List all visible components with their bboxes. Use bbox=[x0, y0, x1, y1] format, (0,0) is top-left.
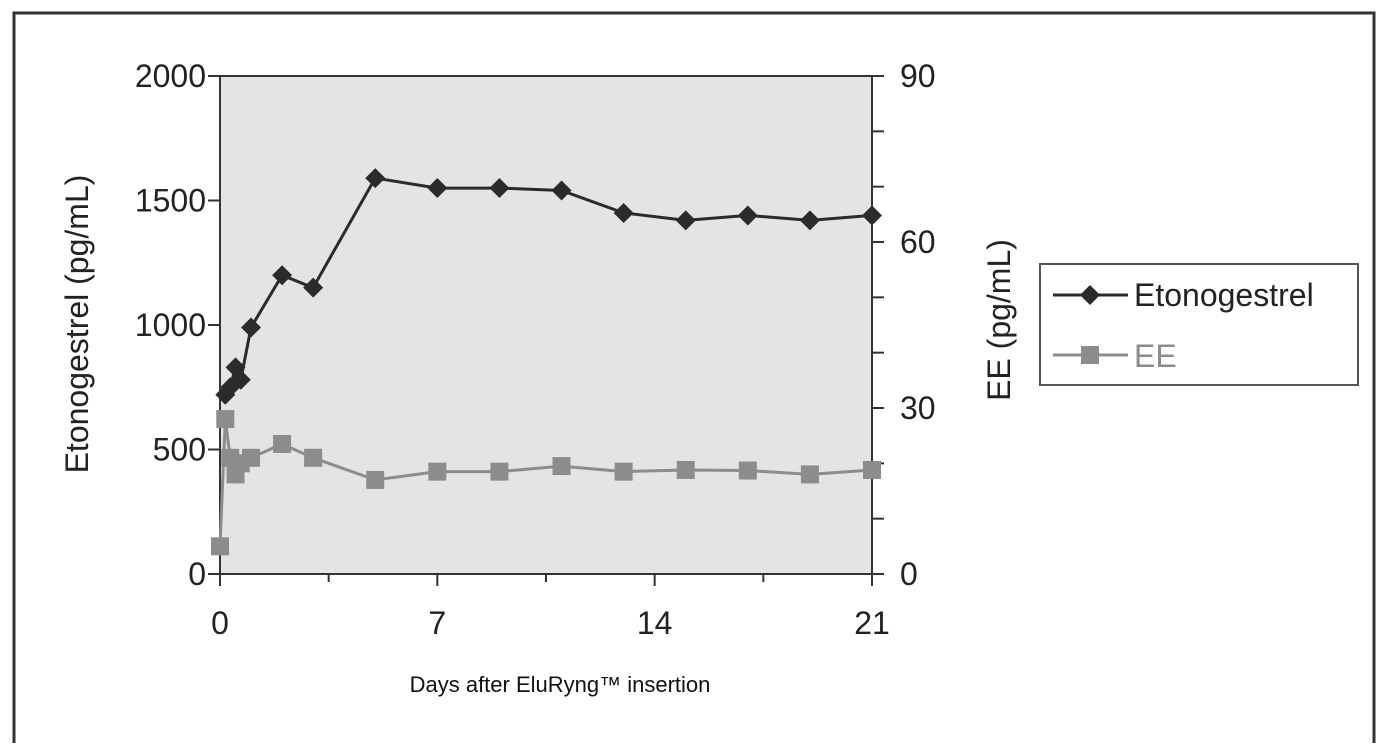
data-point-ee bbox=[304, 448, 323, 467]
x-tick-label: 21 bbox=[854, 605, 890, 641]
data-point-ee bbox=[614, 462, 633, 481]
y-right-tick-label: 30 bbox=[900, 390, 936, 426]
data-point-etonogestrel bbox=[303, 277, 324, 298]
x-tick-label: 0 bbox=[211, 605, 229, 641]
series-layer bbox=[211, 168, 882, 556]
data-point-etonogestrel bbox=[799, 210, 820, 231]
data-point-etonogestrel bbox=[613, 202, 634, 223]
y-right-tick-label: 90 bbox=[900, 58, 936, 94]
data-point-ee bbox=[676, 460, 695, 479]
data-point-etonogestrel bbox=[489, 178, 510, 199]
y-left-tick-label: 2000 bbox=[135, 58, 206, 94]
plot-area bbox=[219, 75, 873, 575]
y-left-tick-label: 1500 bbox=[135, 183, 206, 219]
legend-marker-ee bbox=[1081, 346, 1099, 364]
data-point-ee bbox=[216, 410, 235, 429]
axes-layer: 0 7 14 21 0 500 1000 1500 2000 0 30 60 90 bbox=[135, 58, 936, 641]
data-point-ee bbox=[552, 457, 571, 476]
data-point-etonogestrel bbox=[737, 205, 758, 226]
x-axis-title: Days after EluRyng™ insertion bbox=[410, 672, 711, 697]
data-point-ee bbox=[211, 537, 229, 556]
data-point-etonogestrel bbox=[272, 265, 293, 286]
y-left-tick-label: 0 bbox=[188, 556, 206, 592]
data-point-ee bbox=[366, 470, 385, 489]
legend-label-ee: EE bbox=[1134, 338, 1177, 374]
data-point-ee bbox=[863, 460, 881, 479]
data-point-etonogestrel bbox=[551, 180, 572, 201]
y-left-tick-label: 500 bbox=[153, 432, 206, 468]
data-point-etonogestrel bbox=[241, 317, 262, 338]
x-tick-label: 14 bbox=[637, 605, 673, 641]
data-point-etonogestrel bbox=[365, 168, 386, 189]
data-point-ee bbox=[273, 434, 292, 453]
y-axis-right-title: EE (pg/mL) bbox=[981, 239, 1017, 401]
data-point-etonogestrel bbox=[427, 178, 448, 199]
legend-marker-etonogestrel bbox=[1080, 285, 1100, 305]
y-axis-left-title: Etonogestrel (pg/mL) bbox=[59, 175, 95, 474]
y-right-tick-label: 0 bbox=[900, 556, 918, 592]
data-point-ee bbox=[738, 461, 757, 480]
legend-box bbox=[1039, 263, 1359, 386]
data-point-ee bbox=[800, 465, 819, 484]
data-point-etonogestrel bbox=[230, 369, 251, 390]
y-right-tick-label: 60 bbox=[900, 224, 936, 260]
x-tick-label: 7 bbox=[428, 605, 446, 641]
y-left-tick-label: 1000 bbox=[135, 307, 206, 343]
legend: Etonogestrel EE bbox=[1039, 263, 1359, 386]
data-point-etonogestrel bbox=[675, 210, 696, 231]
data-point-ee bbox=[428, 462, 447, 481]
data-point-ee bbox=[242, 448, 261, 467]
data-point-ee bbox=[490, 462, 509, 481]
data-point-etonogestrel bbox=[862, 205, 882, 226]
legend-label-etonogestrel: Etonogestrel bbox=[1134, 277, 1314, 313]
